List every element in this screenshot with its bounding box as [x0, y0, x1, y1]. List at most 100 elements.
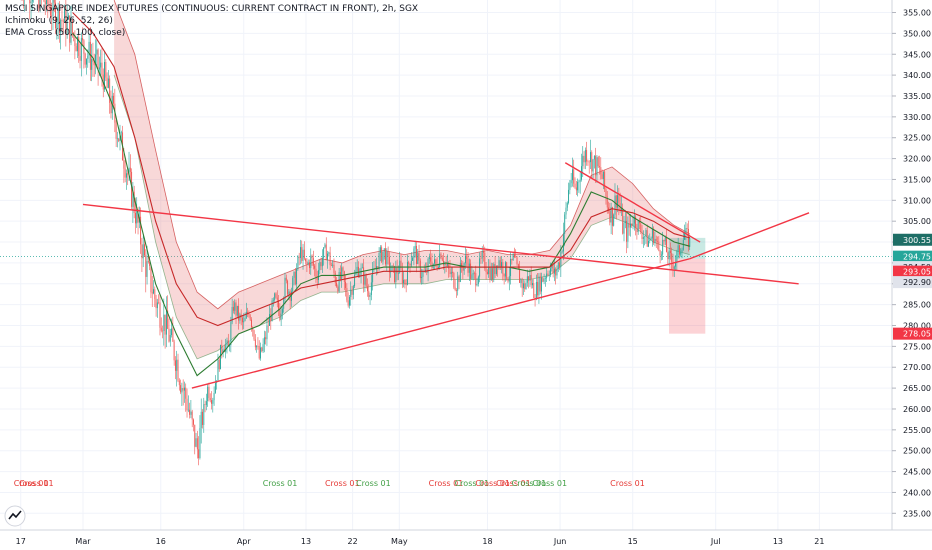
y-tick-label: 275.00	[903, 342, 931, 351]
candle-body	[669, 250, 671, 254]
candle-body	[593, 155, 595, 160]
candle-body	[204, 404, 206, 405]
candle-body	[507, 278, 509, 282]
candle-body	[600, 167, 602, 175]
candle-body	[564, 214, 566, 234]
candle-body	[53, 0, 55, 3]
candle-body	[227, 340, 229, 347]
candle-body	[93, 62, 95, 66]
candle-body	[468, 263, 470, 273]
tradingview-logo-icon[interactable]	[4, 505, 26, 527]
candle-body	[525, 282, 527, 290]
candle-body	[266, 325, 268, 340]
candle-body	[606, 196, 608, 208]
candle-body	[168, 328, 170, 342]
candle-body	[481, 251, 483, 259]
candle-body	[211, 400, 212, 404]
candle-body	[504, 262, 506, 277]
candle-body	[245, 311, 247, 318]
x-axis[interactable]: 17 Mar 16 Apr 13 22 May 18 Jun 15 Jul 13 21	[16, 537, 825, 546]
candle-body	[347, 300, 349, 306]
candle-body	[640, 223, 642, 232]
y-tick-label: 350.00	[903, 29, 931, 38]
candle-body	[243, 320, 245, 323]
candle-body	[465, 255, 466, 264]
candle-body	[613, 214, 615, 226]
candle-body	[546, 273, 548, 279]
candle-body	[315, 268, 317, 278]
candle-body	[96, 49, 98, 55]
price-tag-label: 300.55	[903, 236, 931, 245]
x-tick-label: 13	[301, 537, 311, 546]
candle-body	[397, 272, 399, 274]
ichimoku-legend[interactable]: Ichimoku (9, 26, 52, 26)	[5, 16, 113, 26]
candle-body	[95, 54, 96, 66]
candle-body	[547, 273, 549, 275]
chart-legend: MSCI SINGAPORE INDEX FUTURES (CONTINUOUS…	[5, 3, 418, 39]
y-tick-label: 325.00	[903, 134, 931, 143]
candle-body	[437, 267, 439, 269]
candle-body	[193, 419, 194, 425]
candle-body	[254, 339, 256, 348]
candle-body	[365, 275, 367, 287]
candle-body	[293, 271, 295, 278]
candle-body	[258, 345, 260, 359]
candle-body	[51, 15, 53, 17]
candle-body	[169, 335, 171, 342]
candle-body	[675, 261, 677, 267]
candle-body	[561, 251, 563, 253]
candle-body	[120, 132, 122, 133]
candle-body	[248, 313, 250, 316]
y-tick-label: 285.00	[903, 301, 931, 310]
candle-body	[528, 276, 530, 281]
candle-body	[370, 282, 372, 295]
candle-body	[533, 283, 535, 298]
candle-body	[320, 262, 322, 267]
candle-body	[190, 411, 192, 415]
candle-body	[220, 344, 221, 370]
trendline-short-downtrend	[564, 162, 701, 243]
candle-body	[29, 0, 31, 4]
candle-body	[267, 325, 269, 327]
candle-body	[242, 317, 243, 323]
candle-body	[252, 327, 254, 331]
candle-body	[71, 19, 73, 34]
candle-body	[136, 209, 138, 224]
symbol-title[interactable]: MSCI SINGAPORE INDEX FUTURES (CONTINUOUS…	[5, 4, 419, 14]
candle-body	[92, 58, 94, 63]
candle-body	[56, 23, 58, 29]
price-tag-label: 293.05	[903, 268, 931, 277]
candle-body	[127, 173, 129, 175]
candle-body	[306, 261, 308, 265]
candle-body	[565, 207, 567, 215]
candle-body	[431, 261, 433, 268]
candle-body	[577, 181, 579, 191]
ema-cross-legend[interactable]: EMA Cross (50, 100, close)	[5, 28, 126, 38]
candle-body	[86, 58, 87, 65]
candle-body	[39, 0, 41, 9]
candle-body	[435, 259, 437, 265]
candle-body	[605, 189, 607, 197]
candle-body	[231, 306, 233, 323]
candle-body	[474, 273, 475, 274]
candle-body	[387, 251, 389, 257]
candle-body	[309, 262, 310, 269]
candle-body	[385, 248, 386, 265]
trendlines[interactable]	[82, 162, 810, 389]
candle-body	[391, 265, 393, 272]
candle-body	[137, 209, 139, 223]
candle-body	[66, 19, 68, 35]
candle-body	[541, 277, 542, 292]
cross-label: Cross 01	[475, 479, 510, 488]
candle-body	[685, 228, 687, 234]
candle-body	[615, 195, 617, 208]
y-tick-label: 330.00	[903, 113, 931, 122]
candle-body	[557, 262, 559, 269]
candle-body	[290, 291, 292, 301]
candle-body	[244, 317, 246, 321]
candle-body	[476, 283, 478, 286]
candle-body	[158, 302, 160, 303]
candle-body	[654, 238, 656, 244]
